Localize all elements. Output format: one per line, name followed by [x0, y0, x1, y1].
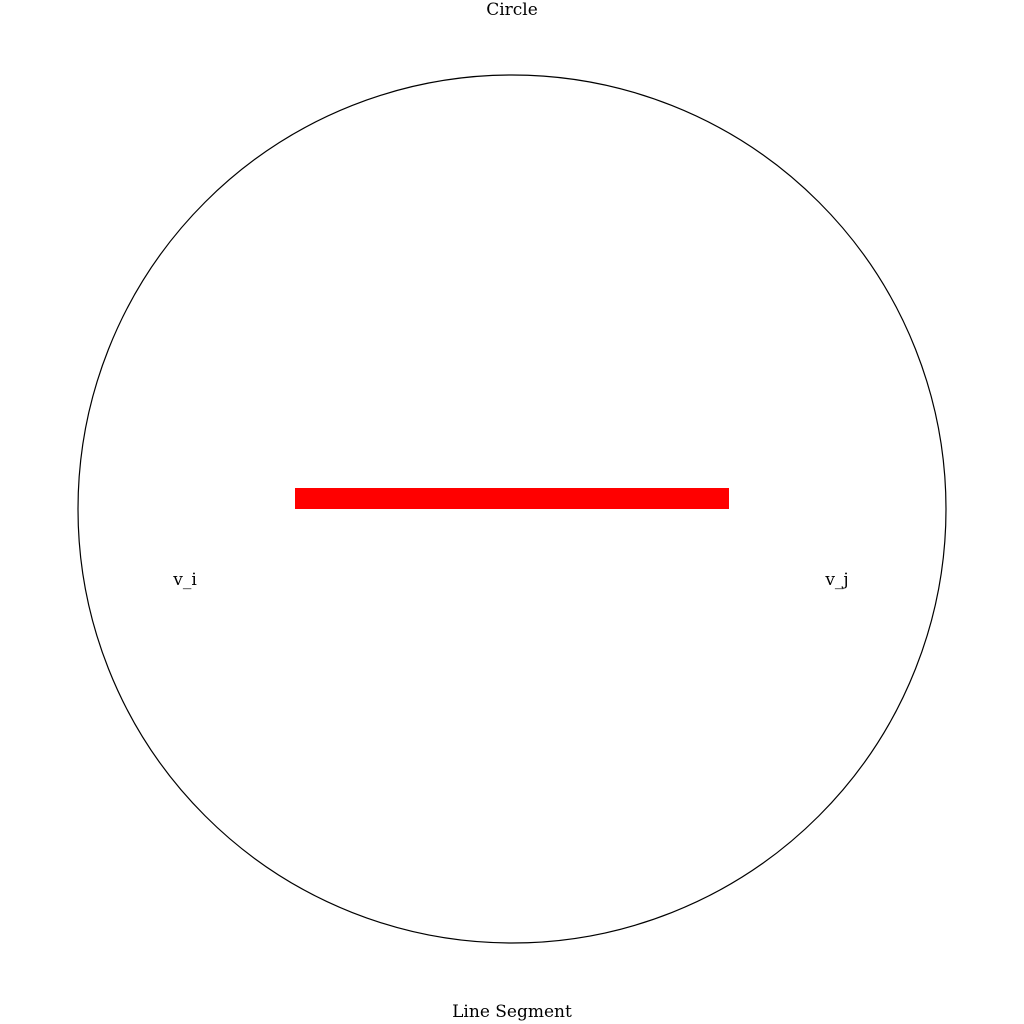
vertex-j-label: v_j: [824, 570, 848, 590]
vertex-i-label: v_i: [172, 570, 197, 590]
line-segment-label: Line Segment: [452, 1002, 572, 1022]
line-segment-bar: [295, 488, 729, 509]
circle-label: Circle: [486, 0, 538, 20]
circle-shape: [77, 74, 947, 944]
